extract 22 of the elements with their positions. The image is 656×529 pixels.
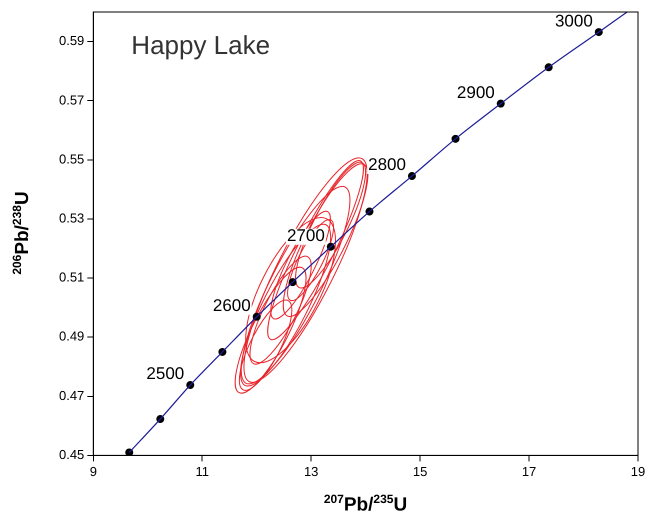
x-tick-label: 19 [630,464,646,479]
annotation: 2800 [368,155,406,174]
y-tick-label: 0.47 [58,388,84,403]
y-tick-label: 0.51 [58,270,84,285]
y-tick-label: 0.45 [58,446,84,462]
annotation: 2500 [146,364,184,384]
x-tick-label: 17 [522,464,536,479]
y-tick-label: 0.55 [58,151,84,166]
annotation: 3000 [554,11,593,30]
text: Happy Lake [131,30,270,60]
x-tick-label: 13 [304,464,318,479]
y-tick-label: 0.49 [58,328,84,344]
x-tick-label: 9 [90,464,97,479]
x-tick-label: 11 [195,464,209,479]
x-axis-title: $^{207}$Pb/$^{235}$U [322,492,408,516]
y-tick-label: 0.53 [58,210,84,226]
annotation: 2700 [286,226,325,245]
x-tick-label: 15 [412,464,428,479]
y-tick-label: 0.59 [58,33,84,48]
annotation: 2900 [456,82,495,102]
y-tick-label: 0.57 [58,92,84,108]
annotation: 2600 [212,296,251,315]
